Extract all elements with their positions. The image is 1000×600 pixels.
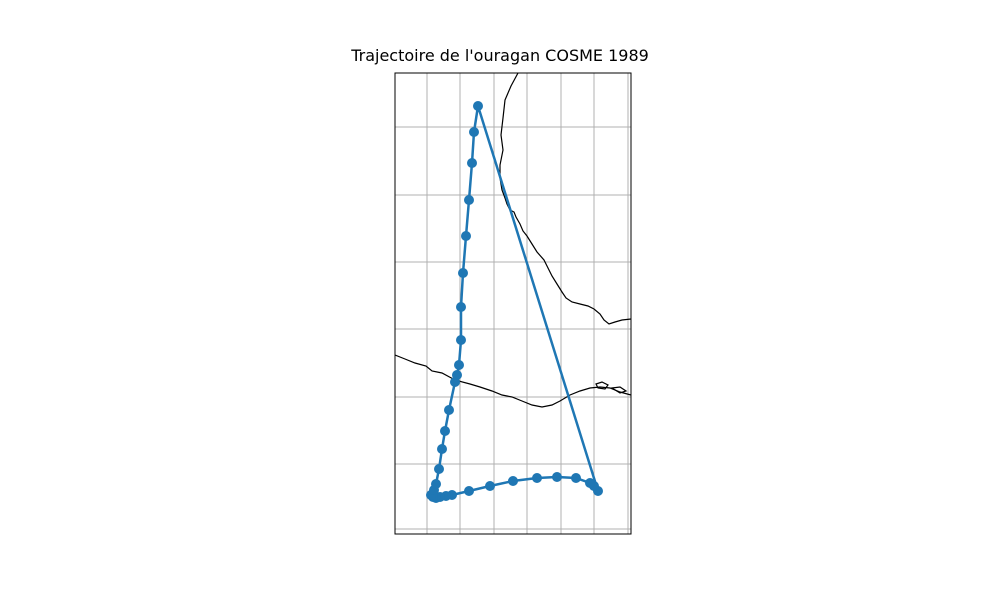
- island: [595, 381, 609, 390]
- track-point: [464, 195, 474, 205]
- track-point: [508, 476, 518, 486]
- track-point: [437, 444, 447, 454]
- track-point: [444, 405, 454, 415]
- track-point: [464, 486, 474, 496]
- island: [610, 386, 628, 394]
- track-point: [485, 481, 495, 491]
- track-point: [552, 472, 562, 482]
- track-point: [585, 478, 595, 488]
- coastlines: [395, 73, 631, 408]
- coastline-west: [499, 73, 631, 325]
- track-point: [452, 370, 462, 380]
- track-point: [440, 426, 450, 436]
- track-point: [456, 335, 466, 345]
- track-point: [456, 302, 466, 312]
- track-point: [431, 479, 441, 489]
- map-frame: [394, 72, 632, 535]
- track-point: [458, 268, 468, 278]
- track-point: [473, 101, 483, 111]
- track-points: [426, 101, 603, 503]
- track-point: [454, 360, 464, 370]
- track-point: [469, 127, 479, 137]
- map-title: Trajectoire de l'ouragan COSME 1989: [351, 46, 649, 65]
- track-point: [571, 473, 581, 483]
- track-point: [467, 158, 477, 168]
- coastline-south: [395, 354, 631, 408]
- hurricane-track: [426, 101, 603, 503]
- gridlines: [395, 73, 631, 534]
- track-point: [461, 231, 471, 241]
- track-point: [434, 464, 444, 474]
- track-point: [532, 473, 542, 483]
